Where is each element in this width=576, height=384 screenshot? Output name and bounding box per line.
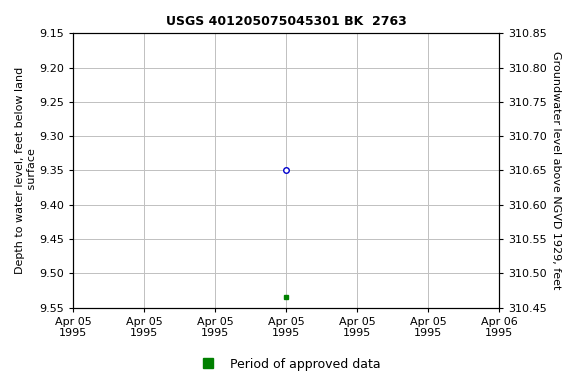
Title: USGS 401205075045301 BK  2763: USGS 401205075045301 BK 2763 bbox=[166, 15, 407, 28]
Legend: Period of approved data: Period of approved data bbox=[190, 353, 386, 376]
Y-axis label: Groundwater level above NGVD 1929, feet: Groundwater level above NGVD 1929, feet bbox=[551, 51, 561, 290]
Y-axis label: Depth to water level, feet below land
 surface: Depth to water level, feet below land su… bbox=[15, 67, 37, 274]
